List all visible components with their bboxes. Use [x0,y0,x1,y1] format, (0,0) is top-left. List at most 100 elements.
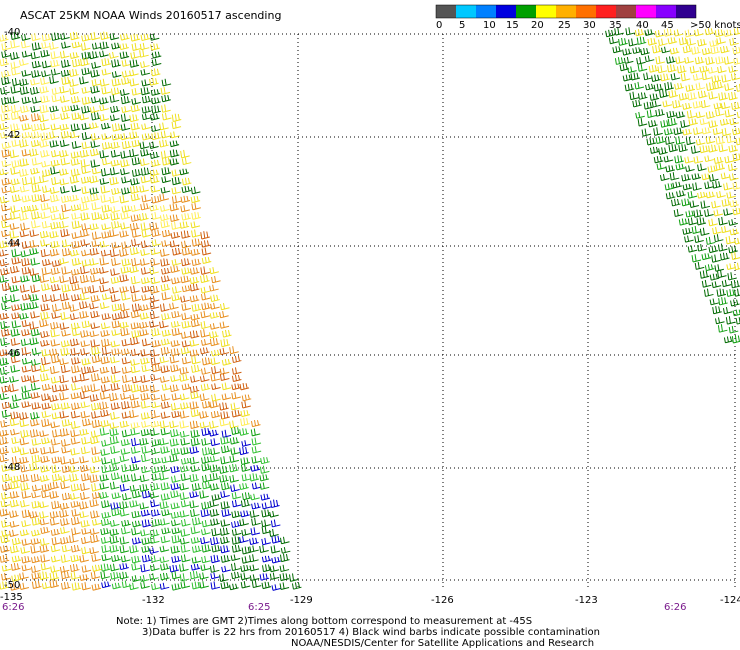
wind-barb [71,357,81,365]
wind-barb [170,348,181,357]
wind-barb [129,409,139,419]
wind-barb [706,82,716,92]
wind-barb [51,500,61,510]
wind-barb [59,123,70,131]
wind-barb [250,419,261,428]
wind-barb [90,436,100,445]
wind-barb [219,311,229,319]
wind-barb [110,472,121,481]
wind-barb [121,176,131,184]
wind-barb [723,182,733,191]
wind-barb [673,208,684,217]
wind-barb [140,453,151,463]
wind-barb [119,420,130,428]
wind-barb [159,320,169,329]
wind-barb [51,260,62,267]
wind-barb [30,556,41,564]
wind-barb [689,65,700,74]
wind-barb [699,270,710,279]
wind-barb [10,178,21,186]
wind-barb [695,82,706,91]
wind-barb [0,508,10,517]
wind-barb [199,581,209,589]
wind-barb [79,391,90,400]
wind-barb [70,158,81,166]
wind-barb [229,420,239,429]
wind-barb [691,225,702,235]
wind-barb [101,553,112,562]
wind-barb [71,257,82,266]
wind-barb [111,555,121,563]
wind-barb [646,109,657,118]
wind-barb [71,41,82,49]
wind-barb [39,538,50,546]
wind-barb [190,319,201,328]
wind-barb [99,78,110,87]
wind-barb [251,437,262,446]
lon-label-135: -135 [0,592,23,603]
wind-barb [190,429,201,438]
wind-barb [714,264,725,272]
wind-barb [200,383,211,391]
wind-barb [41,60,52,69]
wind-barb [39,319,49,328]
wind-barb [735,83,740,92]
wind-swath-east [605,27,740,344]
wind-barb [79,301,89,310]
wind-barb [19,313,29,320]
wind-barb [40,373,50,382]
wind-barb [170,375,180,382]
wind-barb [100,409,110,418]
wind-barb [30,167,40,175]
wind-barb [41,582,52,590]
wind-barb [219,347,230,356]
wind-barb [649,93,660,101]
wind-barb [713,81,724,90]
lon-label-124: -124 [720,595,740,606]
wind-barb [210,518,220,526]
wind-barb [711,75,721,83]
wind-barb [0,454,9,463]
wind-barb [171,176,182,186]
wind-barb [10,111,21,121]
legend-label-0: 0 [436,20,443,31]
wind-barb [251,579,262,589]
wind-barb [120,310,130,319]
wind-barb [41,356,51,366]
wind-barb [80,520,91,528]
wind-barb [289,573,299,582]
wind-barb [119,483,130,492]
wind-barb [171,169,182,177]
wind-barb [630,72,641,81]
wind-barb [695,138,706,146]
wind-barb [141,545,151,553]
wind-barb [150,89,161,96]
wind-barb [21,293,32,301]
wind-barb [51,464,62,474]
wind-barb [241,473,252,482]
wind-barb [40,526,50,535]
wind-barb [60,537,70,545]
wind-barb [101,223,111,231]
wind-barb [699,118,710,126]
wind-barb [59,212,69,220]
wind-barb [210,410,221,419]
wind-barb [651,74,661,82]
wind-barb [99,391,110,400]
wind-barb [71,232,82,239]
wind-barb [723,336,734,344]
wind-barb [70,392,81,400]
wind-barb [119,501,129,510]
wind-barb [733,288,740,297]
wind-barb [120,150,130,159]
wind-barb [51,412,62,420]
wind-barb [99,114,110,122]
wind-barb [69,493,80,500]
wind-barb [141,364,152,373]
wind-barb [149,529,160,537]
wind-barb [71,283,81,292]
wind-barb [240,499,251,508]
wind-barb [50,59,60,68]
wind-barb [11,555,22,563]
wind-barb [50,421,60,429]
